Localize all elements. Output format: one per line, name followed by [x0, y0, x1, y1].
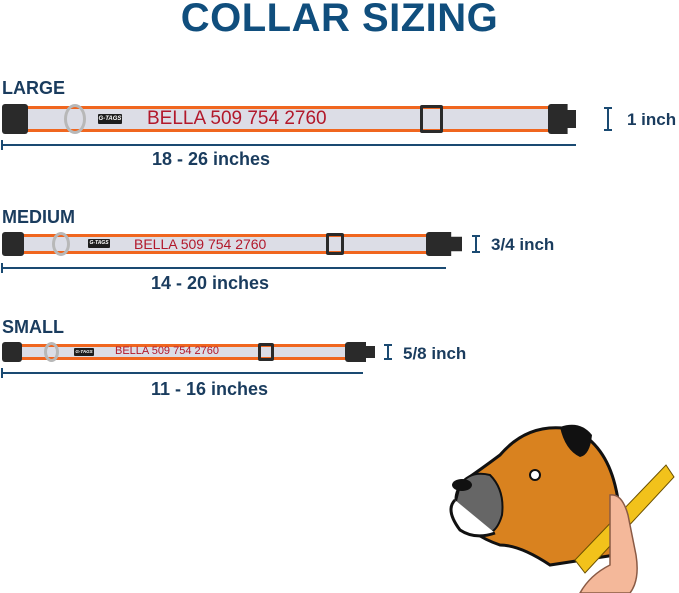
- width-small: 5/8 inch: [403, 344, 467, 363]
- d-ring: [44, 342, 59, 362]
- collar-small: G-TAGS BELLA 509 754 2760: [0, 342, 380, 362]
- slider-buckle: [326, 233, 344, 255]
- page-title: COLLAR SIZING: [180, 0, 499, 40]
- collar-large: G-TAGS BELLA 509 754 2760: [0, 104, 640, 136]
- length-line-large: [1, 140, 576, 150]
- buckle-male: [345, 342, 375, 362]
- size-label-small: SMALL: [2, 317, 64, 337]
- width-marker: [384, 344, 392, 360]
- width-large: 1 inch: [627, 110, 677, 129]
- width-marker: [472, 235, 480, 253]
- width-medium: 3/4 inch: [491, 235, 555, 254]
- buckle-male: [548, 104, 576, 134]
- d-ring: [52, 232, 70, 256]
- size-label-large: LARGE: [2, 78, 65, 98]
- collar-text: BELLA 509 754 2760: [115, 345, 219, 357]
- length-line-medium: [1, 263, 446, 273]
- slider-buckle: [258, 343, 274, 361]
- brand-logo: G-TAGS: [98, 114, 122, 124]
- range-small: 11 - 16 inches: [151, 379, 269, 399]
- collar-medium: G-TAGS BELLA 509 754 2760: [0, 232, 470, 256]
- boxer-dog-measuring-icon: [449, 424, 675, 593]
- width-marker: [604, 107, 612, 131]
- brand-logo: G-TAGS: [74, 348, 94, 356]
- d-ring: [64, 104, 86, 134]
- size-label-medium: MEDIUM: [2, 207, 75, 227]
- range-large: 18 - 26 inches: [152, 149, 271, 169]
- buckle-male: [426, 232, 462, 256]
- buckle-female: [2, 342, 22, 362]
- brand-logo: G-TAGS: [88, 239, 110, 248]
- buckle-female: [2, 232, 24, 256]
- collar-text: BELLA 509 754 2760: [147, 108, 327, 129]
- collar-text: BELLA 509 754 2760: [134, 236, 267, 252]
- slider-buckle: [420, 105, 443, 133]
- range-medium: 14 - 20 inches: [151, 273, 270, 293]
- length-line-small: [1, 368, 363, 378]
- buckle-female: [2, 104, 28, 134]
